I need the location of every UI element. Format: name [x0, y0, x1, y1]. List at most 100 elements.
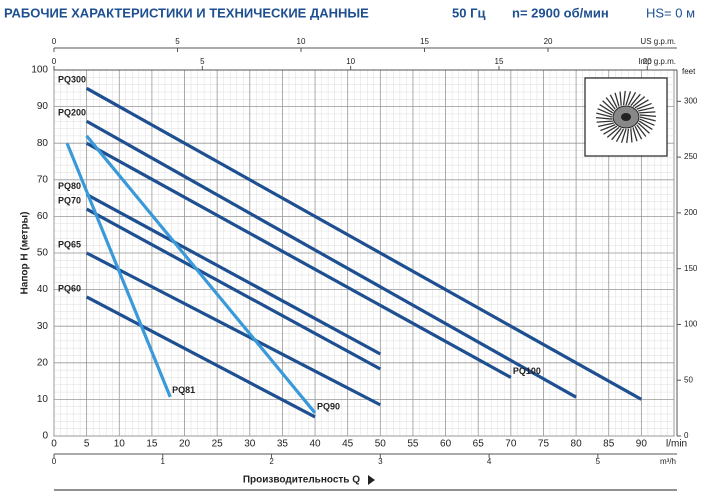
- tick-label: 100: [684, 320, 698, 329]
- x-tick-label: 25: [212, 439, 224, 450]
- x-tick-label: 65: [473, 439, 485, 450]
- tick-label: 10: [297, 37, 306, 46]
- impeller-blade: [603, 125, 618, 135]
- impeller-blade: [597, 108, 613, 116]
- series-label: PQ65: [58, 239, 81, 249]
- tick-label: 150: [684, 264, 698, 273]
- impeller-blade: [596, 112, 613, 118]
- curve: [65, 142, 172, 398]
- chart-title: РАБОЧИЕ ХАРАКТЕРИСТИКИ И ТЕХНИЧЕСКИЕ ДАН…: [4, 5, 369, 20]
- y-tick-label: 30: [37, 321, 49, 332]
- x-tick-label: 85: [603, 439, 615, 450]
- y-tick-label: 70: [37, 174, 49, 185]
- tick-label: 0: [52, 457, 57, 466]
- tick-label: 4: [487, 457, 492, 466]
- impeller-blade: [638, 120, 653, 130]
- series-label: PQ80: [58, 181, 81, 191]
- impeller-blade: [639, 118, 655, 126]
- y-tick-label: 60: [37, 211, 49, 222]
- impeller-core: [621, 113, 631, 121]
- series-label: PQ90: [317, 401, 340, 411]
- impeller-blade: [597, 122, 615, 128]
- curve: [85, 251, 382, 407]
- impeller-blade: [595, 116, 613, 120]
- impeller-blade: [615, 128, 625, 142]
- impeller-blade: [596, 120, 613, 123]
- series-label: PQ200: [58, 108, 86, 118]
- y-tick-label: 20: [37, 357, 49, 368]
- axis-unit: m³/h: [660, 457, 676, 466]
- impeller-blade: [637, 106, 655, 112]
- y-tick-label: 40: [37, 284, 49, 295]
- x-tick-label: 10: [114, 439, 126, 450]
- tick-label: 10: [346, 57, 355, 66]
- tick-label: 2: [269, 457, 274, 466]
- curve: [85, 193, 382, 356]
- tick-label: 0: [52, 57, 57, 66]
- impeller-blade: [639, 111, 656, 114]
- impeller-blade: [606, 126, 620, 138]
- impeller-blade: [636, 124, 647, 137]
- speed: n= 2900 об/мин: [512, 5, 609, 20]
- impeller-blade: [619, 91, 622, 106]
- tick-label: 1: [161, 457, 166, 466]
- y-axis-label: Напор H (метры): [20, 212, 31, 295]
- arrow: [368, 475, 375, 485]
- impeller-blade: [600, 124, 616, 132]
- y-tick-label: 10: [37, 394, 49, 405]
- x-tick-label: 40: [309, 439, 321, 450]
- tick-label: 5: [175, 37, 180, 46]
- y-tick-label: 90: [37, 101, 49, 112]
- suction-head: HS= 0 м: [646, 5, 695, 20]
- impeller-blade: [634, 125, 643, 140]
- x-unit: l/min: [666, 439, 687, 450]
- impeller-blade: [632, 96, 646, 108]
- curve: [85, 86, 643, 401]
- x-tick-label: 0: [51, 439, 57, 450]
- impeller-blade: [622, 90, 626, 106]
- x-tick-label: 60: [440, 439, 452, 450]
- impeller-blade: [639, 116, 656, 122]
- axis-unit: Imp g.p.m.: [638, 57, 676, 66]
- y-tick-label: 50: [37, 248, 49, 259]
- axis-unit: feet: [682, 67, 696, 76]
- tick-label: 0: [52, 37, 57, 46]
- tick-label: 5: [596, 457, 601, 466]
- impeller-blade: [625, 91, 632, 106]
- curve: [85, 134, 317, 414]
- tick-label: 250: [684, 152, 698, 161]
- x-tick-label: 90: [636, 439, 648, 450]
- x-tick-label: 45: [342, 439, 354, 450]
- tick-label: 5: [200, 57, 205, 66]
- x-tick-label: 15: [146, 439, 158, 450]
- series-label: PQ300: [58, 75, 86, 85]
- y-tick-label: 0: [42, 431, 48, 442]
- impeller-blade: [602, 100, 615, 112]
- x-tick-label: 75: [538, 439, 550, 450]
- curve: [85, 207, 382, 371]
- impeller-blade: [627, 92, 637, 106]
- impeller-blade: [614, 92, 620, 107]
- tick-label: 50: [684, 375, 693, 384]
- x-axis-label: Производительность Q: [243, 475, 360, 486]
- y-tick-label: 80: [37, 138, 49, 149]
- frequency: 50 Гц: [452, 5, 485, 20]
- impeller-blade: [630, 128, 633, 143]
- tick-label: 20: [544, 37, 553, 46]
- curve: [85, 141, 512, 379]
- x-tick-label: 50: [375, 439, 387, 450]
- x-tick-label: 70: [505, 439, 517, 450]
- series-label: PQ70: [58, 195, 81, 205]
- tick-label: 0: [684, 431, 689, 440]
- x-tick-label: 35: [277, 439, 289, 450]
- y-tick-label: 100: [31, 65, 48, 76]
- tick-label: 15: [420, 37, 429, 46]
- impeller-blade: [609, 94, 618, 109]
- curve: [85, 295, 316, 419]
- tick-label: 20: [643, 57, 652, 66]
- impeller-blade: [605, 97, 616, 110]
- impeller-blade: [636, 102, 652, 110]
- x-tick-label: 80: [571, 439, 583, 450]
- impeller-blade: [611, 127, 622, 141]
